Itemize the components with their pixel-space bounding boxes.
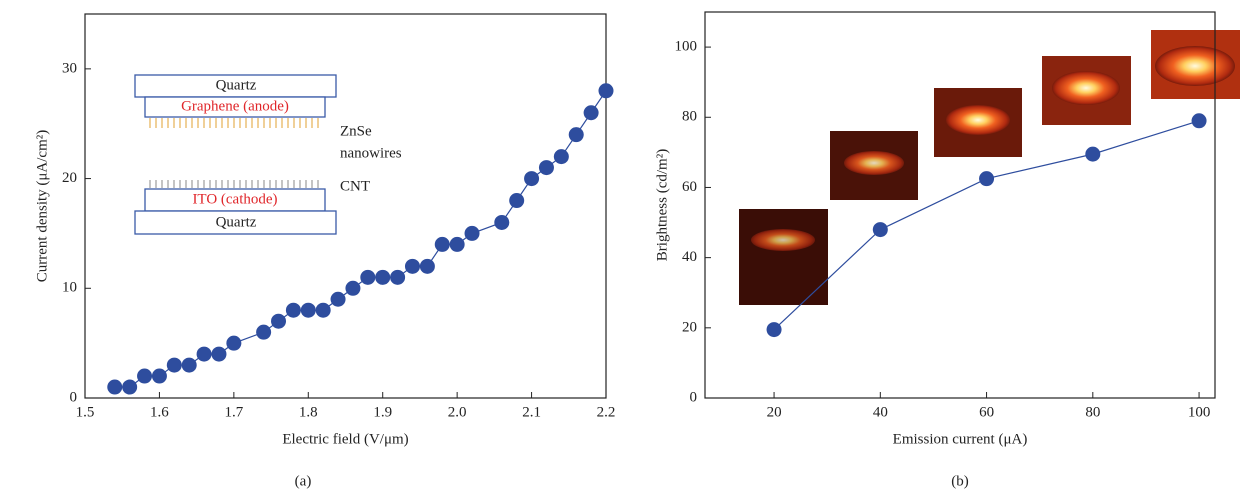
data-point <box>196 346 212 362</box>
data-point <box>494 214 510 230</box>
inset-label: Quartz <box>216 77 257 93</box>
data-point <box>375 269 391 285</box>
y-tick-label: 40 <box>682 249 697 265</box>
data-point <box>315 302 331 318</box>
y-tick-label: 80 <box>682 109 697 125</box>
y-tick-label: 10 <box>62 280 77 296</box>
y-axis-label: Brightness (cd/m²) <box>654 149 670 261</box>
inset-label: Quartz <box>216 214 257 230</box>
x-tick-label: 80 <box>1085 404 1100 420</box>
y-tick-label: 30 <box>62 60 77 76</box>
data-point <box>122 379 138 395</box>
inset-label: ZnSe <box>340 123 372 139</box>
inset-label: Graphene (anode) <box>181 98 289 114</box>
data-point <box>300 302 316 318</box>
data-point <box>979 171 995 187</box>
data-point <box>256 324 272 340</box>
data-point <box>390 269 406 285</box>
x-tick-label: 1.8 <box>299 404 318 420</box>
data-point <box>464 225 480 241</box>
y-tick-label: 100 <box>675 39 698 55</box>
inset-label: ITO (cathode) <box>192 191 277 207</box>
data-point <box>404 258 420 274</box>
data-point <box>553 149 569 165</box>
x-tick-label: 20 <box>767 404 782 420</box>
data-point <box>509 193 525 209</box>
y-tick-label: 20 <box>682 319 697 335</box>
inset-label: CNT <box>340 178 370 194</box>
x-tick-label: 100 <box>1188 404 1211 420</box>
data-point <box>345 280 361 296</box>
data-point <box>524 171 540 187</box>
y-tick-label: 60 <box>682 179 697 195</box>
x-tick-label: 1.9 <box>373 404 392 420</box>
data-point <box>107 379 123 395</box>
data-point <box>434 236 450 252</box>
x-tick-label: 40 <box>873 404 888 420</box>
caption: (a) <box>295 473 312 489</box>
data-point <box>330 291 346 307</box>
x-axis-label: Electric field (V/μm) <box>282 431 408 447</box>
data-point <box>285 302 301 318</box>
data-point <box>449 236 465 252</box>
x-tick-label: 2.1 <box>522 404 541 420</box>
inset-label: nanowires <box>340 145 402 161</box>
data-point <box>181 357 197 373</box>
data-point <box>271 313 287 329</box>
data-point <box>568 127 584 143</box>
plot-frame <box>84 13 607 399</box>
x-tick-label: 1.7 <box>224 404 243 420</box>
x-tick-label: 1.5 <box>76 404 95 420</box>
data-point <box>211 346 227 362</box>
y-axis-label: Current density (μA/cm²) <box>34 130 50 283</box>
data-point <box>766 322 782 338</box>
data-point <box>872 222 888 238</box>
plot-frame <box>704 11 1216 399</box>
data-point <box>151 368 167 384</box>
glow-photos <box>739 30 1240 305</box>
x-tick-label: 2.2 <box>597 404 616 420</box>
x-tick-label: 2.0 <box>448 404 467 420</box>
data-point <box>137 368 153 384</box>
data-point <box>166 357 182 373</box>
x-axis-label: Emission current (μA) <box>893 431 1028 447</box>
data-point <box>1191 113 1207 129</box>
caption: (b) <box>951 473 969 489</box>
inset-diagram <box>134 74 337 235</box>
x-tick-label: 60 <box>979 404 994 420</box>
data-point <box>538 160 554 176</box>
x-tick-label: 1.6 <box>150 404 169 420</box>
y-tick-label: 0 <box>70 389 78 405</box>
y-tick-label: 20 <box>62 170 77 186</box>
data-point <box>419 258 435 274</box>
data-point <box>226 335 242 351</box>
data-point <box>598 83 614 99</box>
data-point <box>360 269 376 285</box>
data-point <box>1085 146 1101 162</box>
y-tick-label: 0 <box>690 389 698 405</box>
data-point <box>583 105 599 121</box>
